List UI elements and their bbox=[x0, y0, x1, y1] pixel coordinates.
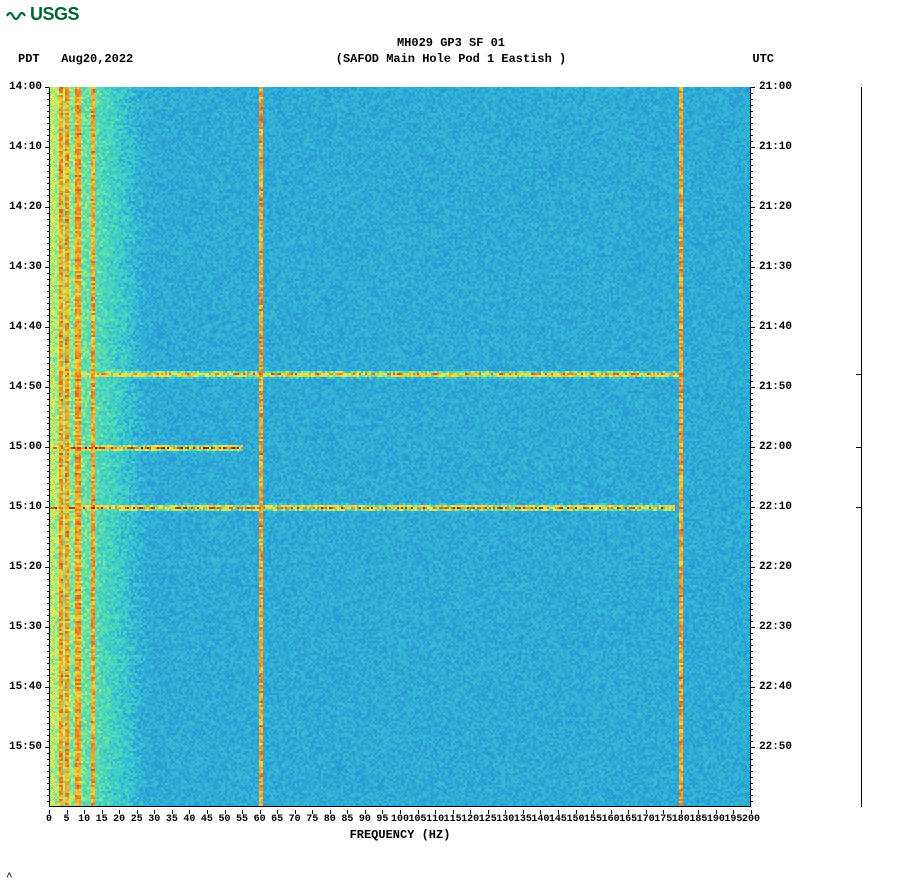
x-tick: 60 bbox=[254, 814, 266, 825]
y-tick-left: 14:20 bbox=[0, 201, 42, 213]
y-tick-left: 15:30 bbox=[0, 621, 42, 633]
x-tick: 150 bbox=[566, 814, 584, 825]
side-event-tick bbox=[856, 447, 862, 448]
x-tick: 140 bbox=[531, 814, 549, 825]
y-tick-right: 22:50 bbox=[759, 741, 792, 753]
x-tick: 145 bbox=[549, 814, 567, 825]
x-tick: 110 bbox=[426, 814, 444, 825]
x-tick: 130 bbox=[496, 814, 514, 825]
y-tick-right: 22:40 bbox=[759, 681, 792, 693]
footer-caret: ^ bbox=[6, 872, 13, 884]
x-tick: 85 bbox=[341, 814, 353, 825]
y-tick-left: 14:00 bbox=[0, 81, 42, 93]
x-tick: 105 bbox=[409, 814, 427, 825]
x-tick: 190 bbox=[707, 814, 725, 825]
y-tick-left: 15:50 bbox=[0, 741, 42, 753]
x-tick: 115 bbox=[444, 814, 462, 825]
y-tick-left: 15:00 bbox=[0, 441, 42, 453]
x-tick: 15 bbox=[96, 814, 108, 825]
x-tick: 45 bbox=[201, 814, 213, 825]
y-tick-right: 21:20 bbox=[759, 201, 792, 213]
x-tick: 30 bbox=[148, 814, 160, 825]
x-tick: 90 bbox=[359, 814, 371, 825]
date-label: Aug20,2022 bbox=[61, 52, 133, 66]
x-tick: 200 bbox=[742, 814, 760, 825]
x-tick: 155 bbox=[584, 814, 602, 825]
side-event-tick bbox=[856, 374, 862, 375]
x-tick: 65 bbox=[271, 814, 283, 825]
x-tick: 95 bbox=[376, 814, 388, 825]
title-line-1: MH029 GP3 SF 01 bbox=[0, 36, 902, 52]
x-tick: 160 bbox=[602, 814, 620, 825]
x-tick: 50 bbox=[218, 814, 230, 825]
x-tick: 175 bbox=[654, 814, 672, 825]
x-tick: 75 bbox=[306, 814, 318, 825]
y-tick-left: 15:10 bbox=[0, 501, 42, 513]
y-tick-left: 14:50 bbox=[0, 381, 42, 393]
spectrogram-plot bbox=[49, 87, 751, 807]
y-tick-left: 14:10 bbox=[0, 141, 42, 153]
side-event-tick bbox=[856, 507, 862, 508]
timezone-right-label: UTC bbox=[752, 52, 774, 66]
y-tick-right: 22:00 bbox=[759, 441, 792, 453]
y-tick-right: 21:10 bbox=[759, 141, 792, 153]
x-tick: 165 bbox=[619, 814, 637, 825]
y-tick-right: 21:00 bbox=[759, 81, 792, 93]
y-tick-right: 22:20 bbox=[759, 561, 792, 573]
tz-left-label: PDT bbox=[18, 52, 40, 66]
usgs-logo-text: USGS bbox=[30, 4, 79, 24]
x-tick: 5 bbox=[64, 814, 70, 825]
x-tick: 55 bbox=[236, 814, 248, 825]
y-tick-left: 15:20 bbox=[0, 561, 42, 573]
usgs-logo: USGS bbox=[6, 4, 79, 26]
x-tick: 70 bbox=[289, 814, 301, 825]
x-tick: 135 bbox=[514, 814, 532, 825]
x-tick: 120 bbox=[461, 814, 479, 825]
x-tick: 25 bbox=[131, 814, 143, 825]
x-tick: 0 bbox=[46, 814, 52, 825]
y-tick-right: 22:10 bbox=[759, 501, 792, 513]
x-axis-label: FREQUENCY (HZ) bbox=[49, 828, 751, 842]
spectrogram-canvas bbox=[49, 87, 751, 807]
timezone-left-block: PDT Aug20,2022 bbox=[18, 52, 133, 66]
y-axis-right: 21:0021:1021:2021:3021:4021:5022:0022:10… bbox=[751, 87, 821, 807]
x-tick: 125 bbox=[479, 814, 497, 825]
x-tick: 195 bbox=[724, 814, 742, 825]
y-tick-right: 21:30 bbox=[759, 261, 792, 273]
y-tick-right: 21:50 bbox=[759, 381, 792, 393]
y-tick-left: 14:30 bbox=[0, 261, 42, 273]
y-axis-left: 14:0014:1014:2014:3014:4014:5015:0015:10… bbox=[0, 87, 49, 807]
y-tick-right: 21:40 bbox=[759, 321, 792, 333]
x-tick: 80 bbox=[324, 814, 336, 825]
x-tick: 20 bbox=[113, 814, 125, 825]
x-tick: 10 bbox=[78, 814, 90, 825]
x-tick: 185 bbox=[689, 814, 707, 825]
x-tick: 35 bbox=[166, 814, 178, 825]
x-tick: 180 bbox=[672, 814, 690, 825]
x-axis: FREQUENCY (HZ) 0 5 10 15 20 25 30 35 40 45 50 55 60 6… bbox=[49, 810, 751, 840]
y-tick-right: 22:30 bbox=[759, 621, 792, 633]
x-tick: 40 bbox=[183, 814, 195, 825]
x-tick: 100 bbox=[391, 814, 409, 825]
y-tick-left: 15:40 bbox=[0, 681, 42, 693]
y-tick-left: 14:40 bbox=[0, 321, 42, 333]
usgs-wave-icon bbox=[6, 5, 28, 26]
x-tick: 170 bbox=[637, 814, 655, 825]
